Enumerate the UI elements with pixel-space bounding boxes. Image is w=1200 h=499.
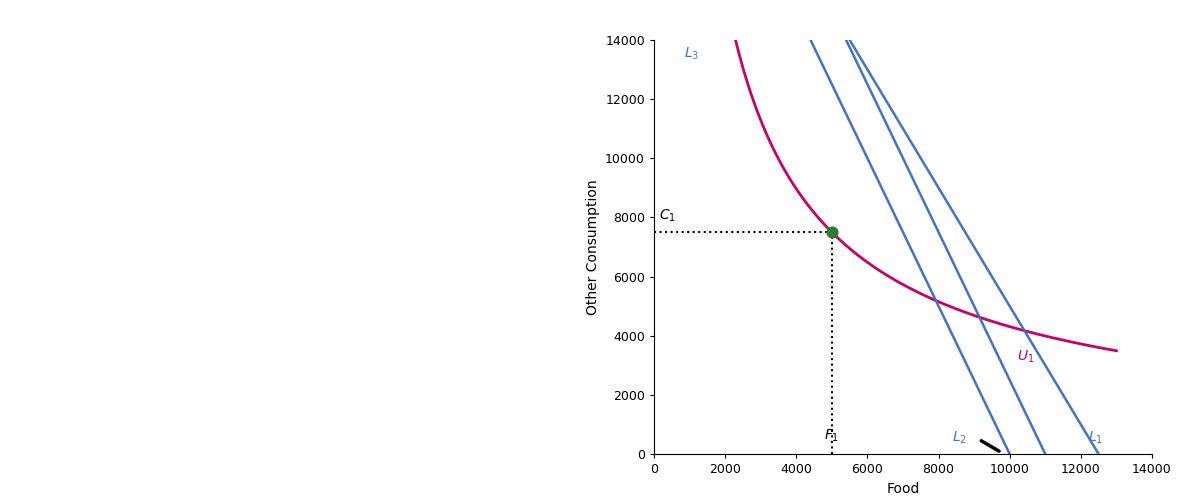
Text: $L_1$: $L_1$ (1087, 430, 1103, 446)
Text: $L_2$: $L_2$ (953, 430, 967, 446)
X-axis label: Food: Food (887, 482, 919, 496)
Point (822, 228, 841, 236)
Text: $U_1$: $U_1$ (1016, 348, 1034, 365)
Text: $L_3$: $L_3$ (684, 46, 700, 62)
Text: $C_1$: $C_1$ (659, 208, 677, 224)
Y-axis label: Other Consumption: Other Consumption (586, 179, 600, 315)
Text: $F_1$: $F_1$ (824, 427, 840, 444)
